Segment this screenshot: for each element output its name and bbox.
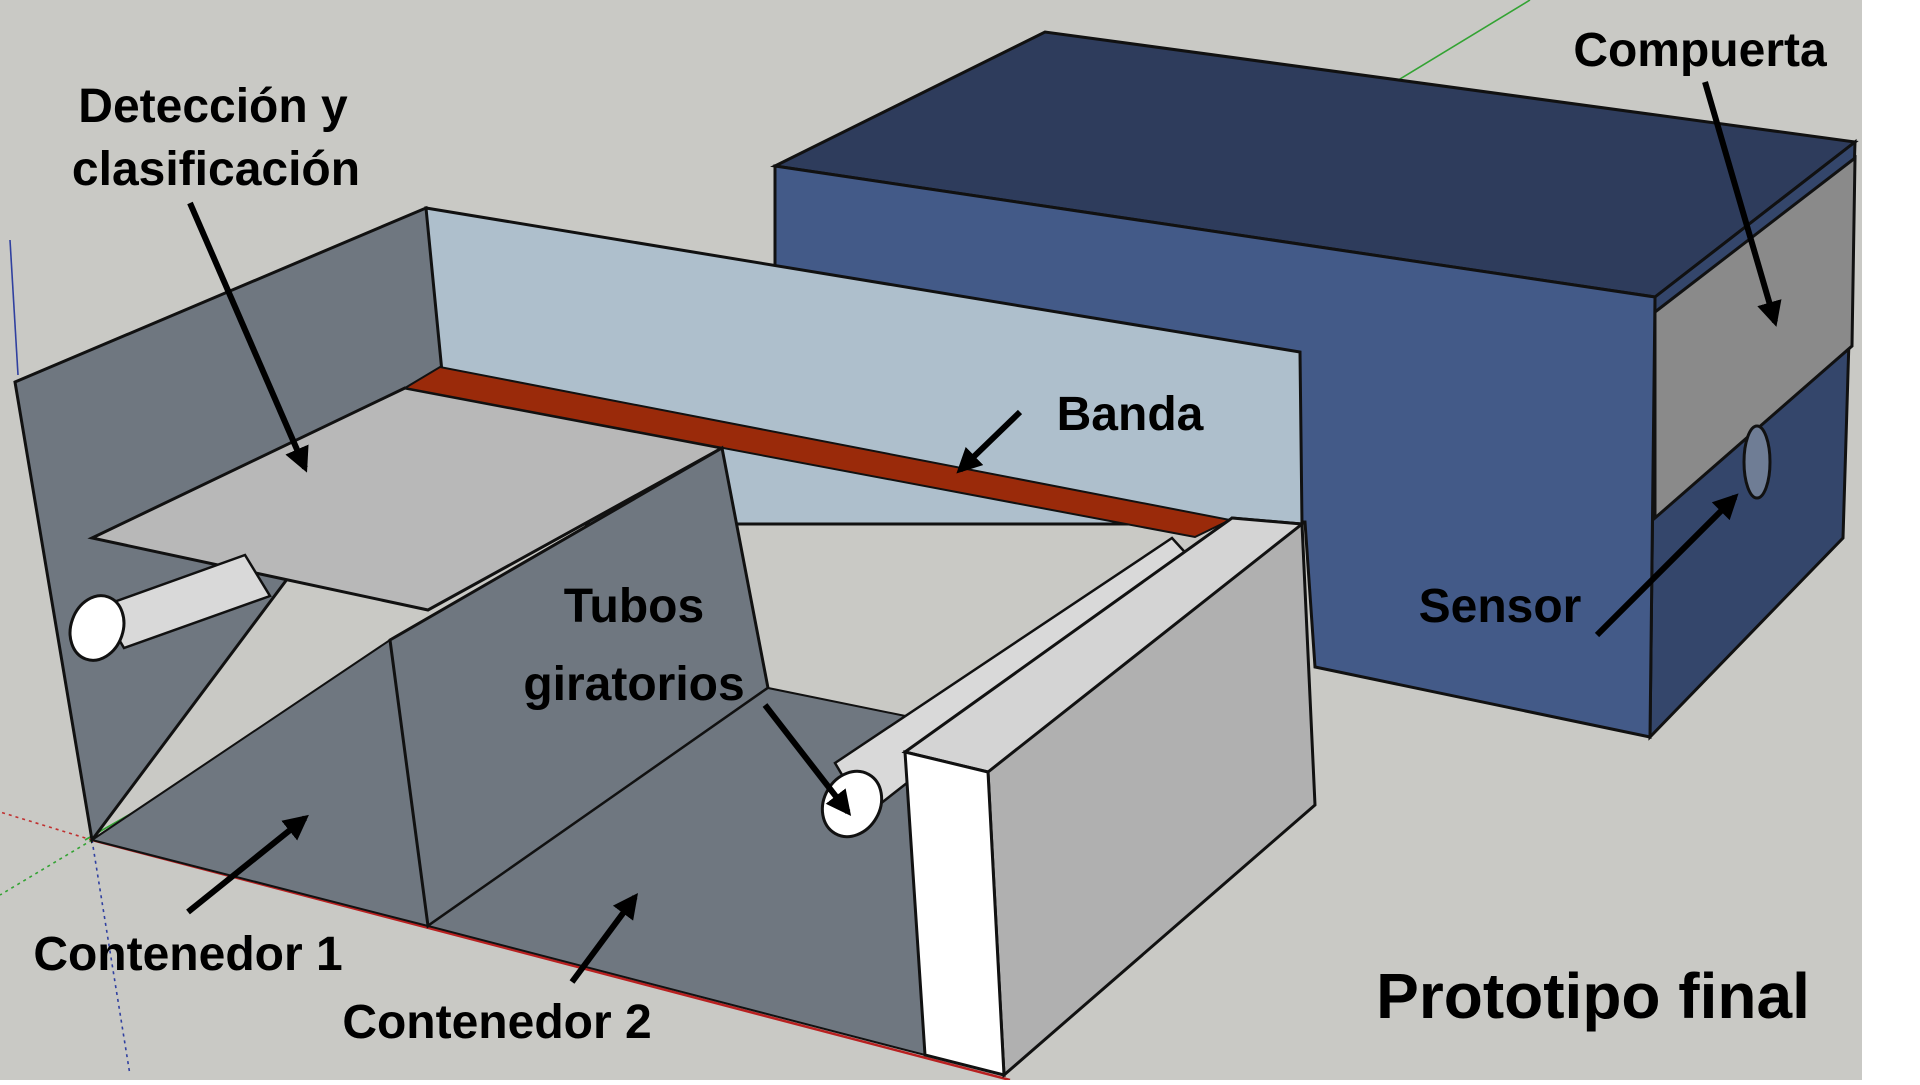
label-contenedor-1: Contenedor 1 <box>33 928 342 981</box>
sensor-hole <box>1744 426 1770 498</box>
label-deteccion-line1: Detección y <box>78 80 348 133</box>
label-banda: Banda <box>1057 388 1204 441</box>
label-deteccion-line2: clasificación <box>72 143 360 196</box>
diagram-title: Prototipo final <box>1376 960 1810 1032</box>
label-tubos-line1: Tubos <box>564 580 704 633</box>
margin-strip <box>1862 0 1920 1080</box>
label-sensor: Sensor <box>1419 580 1582 633</box>
label-compuerta: Compuerta <box>1573 24 1827 77</box>
label-contenedor-2: Contenedor 2 <box>342 996 651 1049</box>
label-tubos-line2: giratorios <box>523 658 744 711</box>
